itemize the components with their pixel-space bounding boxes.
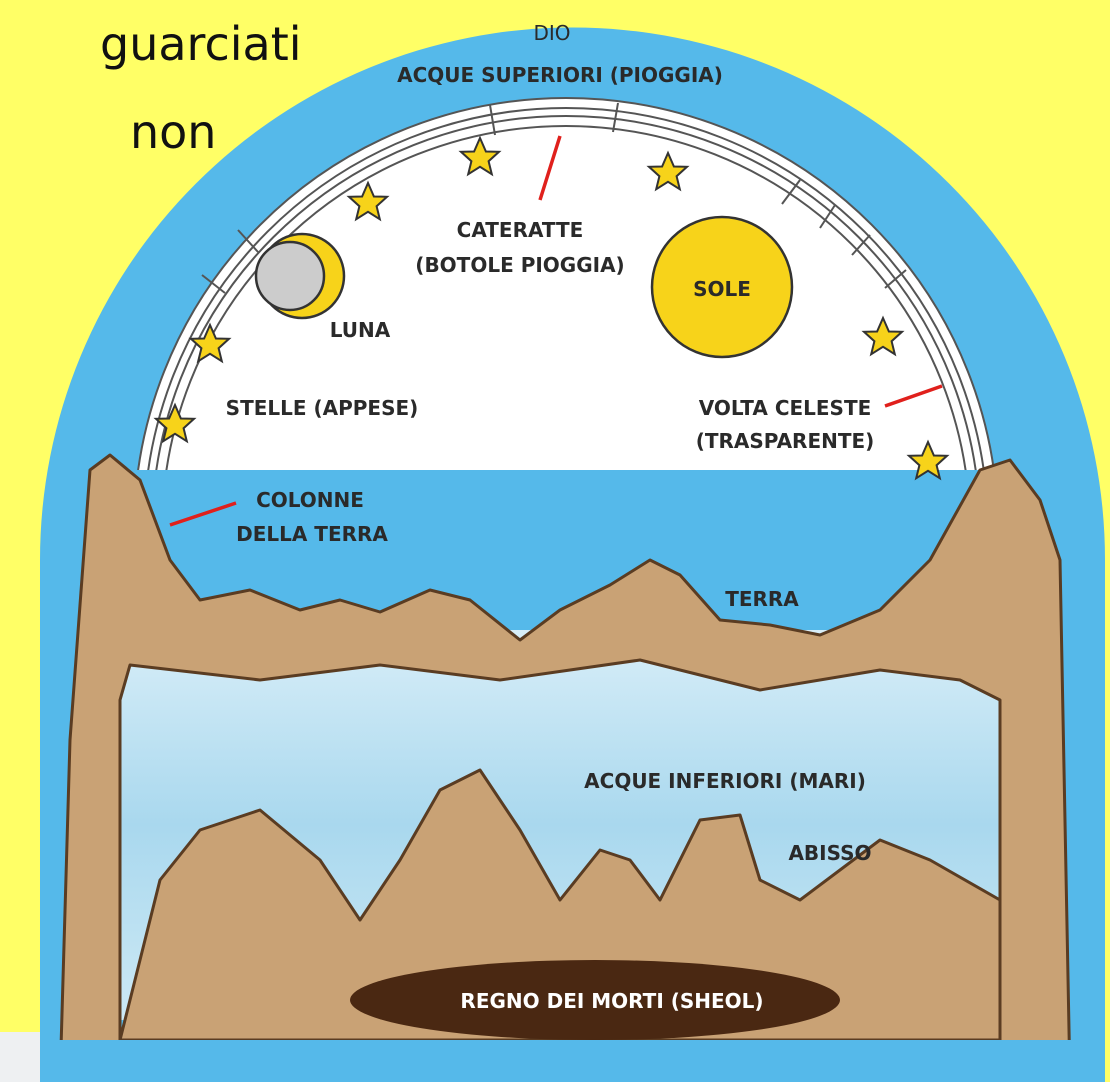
moon-shadow [256, 242, 324, 310]
label: CATERATTE [457, 218, 584, 242]
label: STELLE (APPESE) [226, 396, 419, 420]
label: VOLTA CELESTE [699, 396, 872, 420]
label: COLONNE [256, 488, 364, 512]
background-text: guarciati [100, 17, 302, 71]
label: LUNA [330, 318, 391, 342]
background-text: non [130, 105, 216, 159]
label: TERRA [725, 587, 799, 611]
label: REGNO DEI MORTI (SHEOL) [460, 989, 763, 1013]
label: ACQUE INFERIORI (MARI) [584, 769, 866, 793]
label: DIO [533, 21, 570, 45]
label: ACQUE SUPERIORI (PIOGGIA) [397, 63, 723, 87]
diagram: guarciati non - DIO ACQUE SUPERIORI (PIO… [0, 0, 1110, 1082]
label: SOLE [693, 277, 751, 301]
label: (TRASPARENTE) [696, 429, 875, 453]
label: (BOTOLE PIOGGIA) [415, 253, 624, 277]
bottom-border [40, 1040, 1105, 1082]
label: DELLA TERRA [236, 522, 388, 546]
label: ABISSO [788, 841, 871, 865]
